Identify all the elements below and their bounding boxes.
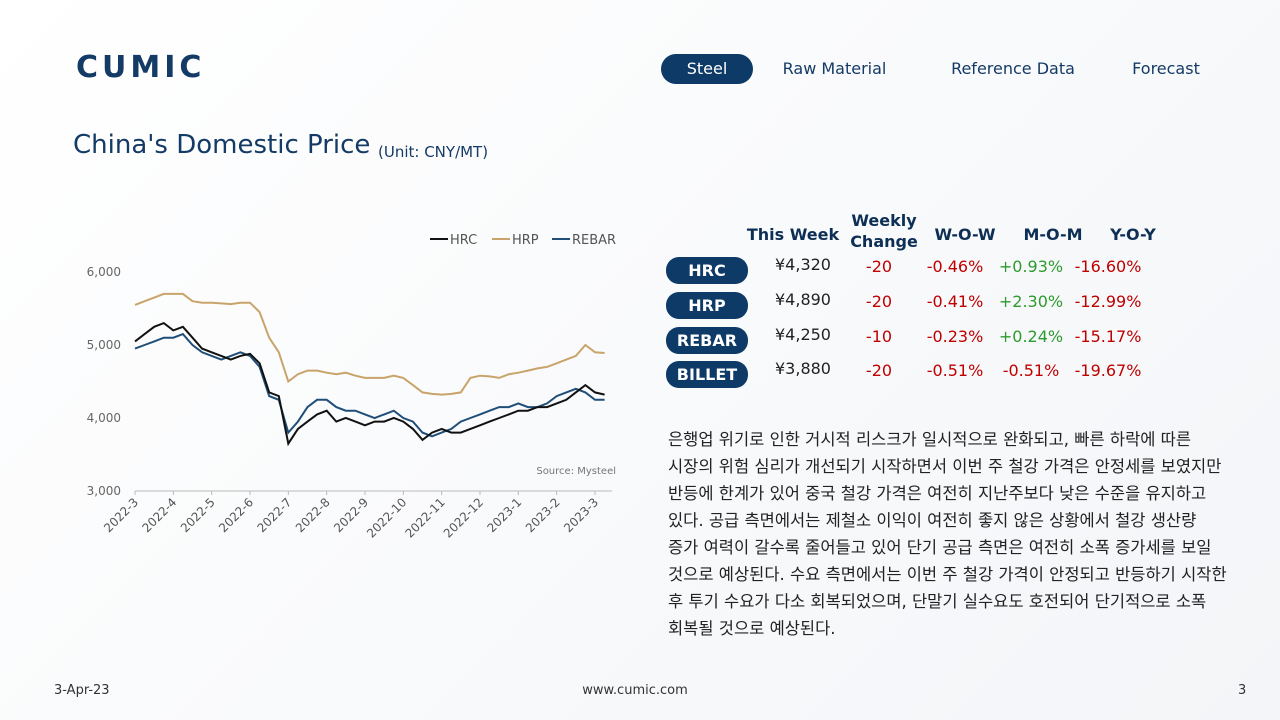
table-cell: ¥4,890: [775, 290, 831, 309]
nav-tab[interactable]: Reference Data: [951, 59, 1075, 78]
table-header: Y-O-Y: [1109, 225, 1156, 244]
row-pill: [666, 327, 748, 354]
x-tick-label: 2022-10: [364, 495, 409, 540]
y-tick-label: 3,000: [87, 484, 121, 498]
x-tick-label: 2022-11: [402, 495, 447, 540]
page-number: 3: [1238, 683, 1247, 698]
row-pill: [666, 292, 748, 319]
table-cell: -20: [866, 361, 892, 380]
table-cell: -0.51%: [1003, 361, 1060, 380]
table-cell: -0.23%: [927, 327, 984, 346]
legend-label: REBAR: [572, 233, 616, 248]
footer-url: www.cumic.com: [582, 683, 688, 698]
y-tick-label: 5,000: [87, 338, 121, 352]
x-tick-label: 2022-12: [441, 495, 486, 540]
series-line: [134, 332, 605, 438]
table-cell: +0.24%: [999, 327, 1063, 346]
row-label: BILLET: [677, 365, 737, 384]
table-cell: ¥4,320: [775, 255, 831, 274]
table-cell: -16.60%: [1075, 257, 1142, 276]
x-tick-label: 2022-4: [139, 495, 179, 535]
x-tick-label: 2022-5: [178, 495, 218, 535]
table-cell: ¥3,880: [775, 359, 831, 378]
table-header: M-O-M: [1023, 225, 1082, 244]
row-label: HRP: [688, 296, 726, 315]
table-cell: -20: [866, 292, 892, 311]
nav-tab[interactable]: Steel: [661, 54, 753, 84]
footer-date: 3-Apr-23: [54, 683, 110, 698]
nav-tab[interactable]: Raw Material: [782, 59, 887, 78]
heading: China's Domestic Price: [73, 130, 371, 160]
legend-label: HRC: [450, 233, 477, 248]
header-word: Change: [850, 232, 918, 251]
y-tick-label: 6,000: [87, 265, 121, 279]
x-tick-label: 2022-3: [101, 495, 141, 535]
table-cell: -0.51%: [927, 361, 984, 380]
nav-tab[interactable]: Forecast: [1132, 59, 1200, 78]
x-tick-label: 2023-2: [523, 495, 563, 535]
y-tick-label: 4,000: [87, 411, 121, 425]
logo: CUMIC: [76, 50, 206, 85]
source-note: Source: Mysteel: [536, 466, 616, 477]
legend-label: HRP: [512, 233, 539, 248]
table-cell: -19.67%: [1075, 361, 1142, 380]
table-cell: -15.17%: [1075, 327, 1142, 346]
paragraph: 은행업 위기로 인한 거시적 리스크가 일시적으로 완화되고, 빠른 하락에 따…: [668, 430, 1227, 638]
series-line: [134, 321, 605, 447]
row-label: REBAR: [677, 331, 737, 350]
table-cell: +0.93%: [999, 257, 1063, 276]
series-line: [134, 292, 605, 396]
header-word: Weekly: [851, 211, 917, 230]
table-cell: +2.30%: [999, 292, 1063, 311]
x-tick-label: 2023-1: [484, 495, 524, 535]
table-cell: -12.99%: [1075, 292, 1142, 311]
row-pill: [666, 361, 748, 388]
x-tick-label: 2022-8: [293, 495, 333, 535]
row-label: HRC: [688, 261, 725, 280]
table-cell: -20: [866, 257, 892, 276]
table-header: W-O-W: [934, 225, 995, 244]
x-tick-label: 2022-6: [216, 495, 256, 535]
x-tick-label: 2023-3: [561, 495, 601, 535]
table-header: This Week: [747, 225, 840, 244]
table-cell: -0.41%: [927, 292, 984, 311]
x-tick-label: 2022-7: [254, 495, 294, 535]
table-cell: -10: [866, 327, 892, 346]
row-pill: [666, 257, 748, 284]
table-cell: -0.46%: [927, 257, 984, 276]
unit: (Unit: CNY/MT): [378, 143, 489, 161]
table-header: Weekly Change: [850, 211, 918, 251]
table-cell: ¥4,250: [775, 325, 831, 344]
